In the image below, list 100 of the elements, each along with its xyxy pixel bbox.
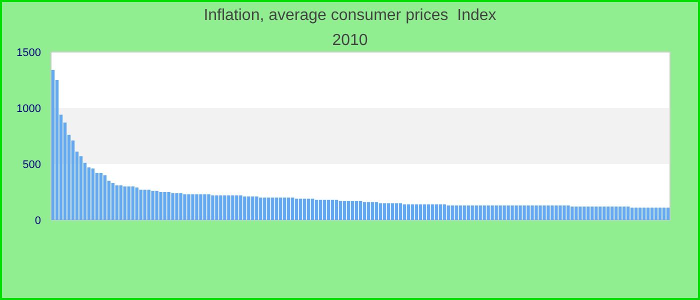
bar — [275, 198, 278, 220]
bar — [219, 195, 222, 220]
bar — [594, 206, 598, 220]
bar — [422, 204, 426, 220]
bar — [362, 202, 366, 220]
y-tick-label: 1500 — [16, 46, 41, 59]
bar — [430, 204, 434, 220]
bar — [470, 205, 474, 220]
bar — [498, 205, 502, 220]
bar — [586, 206, 590, 220]
bar — [658, 208, 662, 220]
bar — [666, 208, 670, 220]
bar — [510, 205, 514, 220]
bar — [402, 204, 406, 220]
bar — [374, 202, 378, 220]
bar — [143, 190, 146, 220]
bar — [558, 205, 562, 220]
bar — [550, 205, 554, 220]
bar — [410, 204, 414, 220]
bar — [338, 200, 342, 220]
bar — [542, 205, 546, 220]
bar — [251, 196, 254, 220]
bar — [243, 196, 246, 220]
bar — [267, 198, 270, 220]
bar — [287, 198, 290, 220]
bar — [191, 194, 194, 220]
bar — [566, 205, 570, 220]
bar — [179, 193, 182, 220]
bar — [390, 203, 394, 220]
y-tick-label: 0 — [34, 214, 41, 227]
bar — [602, 206, 606, 220]
bar — [231, 195, 234, 220]
bar — [139, 190, 142, 220]
bar — [438, 204, 442, 220]
bar — [99, 172, 103, 220]
bar — [215, 195, 218, 220]
bar — [211, 195, 214, 220]
bar — [506, 205, 510, 220]
bar — [414, 204, 418, 220]
bar — [95, 172, 99, 220]
bar — [434, 204, 438, 220]
bar — [634, 208, 638, 220]
bar — [370, 202, 374, 220]
bar — [474, 205, 478, 220]
bar — [638, 208, 642, 220]
bar — [115, 185, 118, 220]
bar — [314, 200, 318, 220]
bar — [326, 200, 330, 220]
bar — [306, 198, 310, 220]
bar — [446, 205, 450, 220]
bar — [259, 198, 262, 220]
bar — [183, 194, 186, 220]
bar — [235, 195, 238, 220]
bar — [486, 205, 490, 220]
bar — [466, 205, 470, 220]
bar — [135, 188, 138, 220]
bar — [382, 203, 386, 220]
bar — [147, 190, 150, 220]
bar — [574, 206, 578, 220]
bar — [626, 206, 630, 220]
bar — [87, 167, 91, 220]
bar — [450, 205, 454, 220]
bar — [203, 194, 206, 220]
bar — [582, 206, 586, 220]
bar — [598, 206, 602, 220]
bar — [295, 198, 298, 220]
bar — [578, 206, 582, 220]
bar — [526, 205, 530, 220]
bar — [534, 205, 538, 220]
bar — [378, 203, 382, 220]
bar — [322, 200, 326, 220]
bar — [554, 205, 558, 220]
bar — [386, 203, 390, 220]
bar — [354, 200, 358, 220]
bar — [255, 196, 258, 220]
bar — [458, 205, 462, 220]
bar — [482, 205, 486, 220]
bar — [175, 193, 178, 220]
bar — [514, 205, 518, 220]
bar — [171, 193, 174, 220]
bar — [199, 194, 202, 220]
bar — [207, 194, 210, 220]
bar — [195, 194, 198, 220]
bar — [606, 206, 610, 220]
bar — [334, 200, 338, 220]
bar — [614, 206, 618, 220]
bar — [642, 208, 646, 220]
bar — [530, 205, 534, 220]
bar — [546, 205, 550, 220]
bar — [123, 186, 126, 220]
bar — [646, 208, 650, 220]
bar — [119, 185, 122, 220]
bar — [478, 205, 482, 220]
bar — [350, 200, 354, 220]
bar — [151, 190, 154, 220]
bar — [51, 70, 55, 220]
bar — [163, 192, 166, 220]
bar — [442, 204, 446, 220]
bar — [522, 205, 526, 220]
bar — [398, 203, 402, 220]
